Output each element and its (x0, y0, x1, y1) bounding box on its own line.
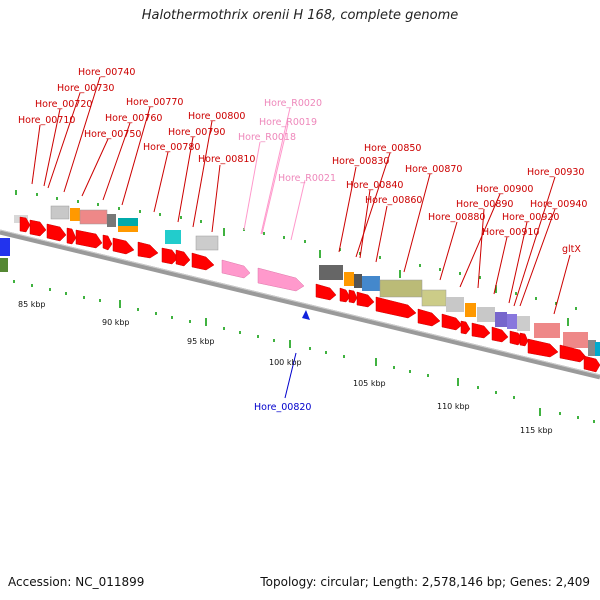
label-hore-00780: Hore_00780 (143, 142, 200, 153)
label-hore-00730: Hore_00730 (57, 83, 114, 94)
gene-labels: Hore_00740 Hore_00730 Hore_00720 Hore_00… (18, 67, 587, 413)
label-hore-00890: Hore_00890 (456, 199, 513, 210)
lower-scale-dots (13, 280, 595, 423)
genome-title: Halothermothrix orenii H 168, complete g… (141, 8, 459, 23)
upper-scale-dots (15, 190, 577, 326)
label-hore-00720: Hore_00720 (35, 99, 92, 110)
label-hore-00760: Hore_00760 (105, 113, 162, 124)
upper-feature-track (14, 205, 600, 356)
label-hore-00870: Hore_00870 (405, 164, 462, 175)
label-hore-00740: Hore_00740 (78, 67, 135, 78)
label-hore-00830: Hore_00830 (332, 156, 389, 167)
label-hore-00930: Hore_00930 (527, 167, 584, 178)
tick-95: 95 kbp (187, 337, 215, 346)
hore-00820-leader (284, 352, 297, 399)
label-hore-r0021: Hore_R0021 (278, 173, 336, 184)
tick-110: 110 kbp (437, 402, 470, 411)
label-hore-00790: Hore_00790 (168, 127, 225, 138)
label-hore-00710: Hore_00710 (18, 115, 75, 126)
label-hore-00840: Hore_00840 (346, 180, 403, 191)
label-hore-00910: Hore_00910 (482, 227, 539, 238)
label-hore-00750: Hore_00750 (84, 129, 141, 140)
label-hore-00880: Hore_00880 (428, 212, 485, 223)
reverse-strand-marker (302, 310, 310, 320)
label-hore-r0018: Hore_R0018 (238, 132, 296, 143)
tick-115: 115 kbp (520, 426, 553, 435)
left-feature-green (0, 258, 8, 272)
label-hore-00940: Hore_00940 (530, 199, 587, 210)
label-hore-00820: Hore_00820 (254, 402, 311, 413)
label-gltx: gltX (562, 244, 581, 255)
label-hore-r0019: Hore_R0019 (259, 117, 317, 128)
accession-label: Accession: NC_011899 (8, 575, 145, 589)
tick-90: 90 kbp (102, 318, 130, 327)
label-hore-00800: Hore_00800 (188, 111, 245, 122)
label-hore-00850: Hore_00850 (364, 143, 421, 154)
rrna-arrows (221, 259, 305, 292)
left-feature-blue (0, 238, 10, 256)
label-hore-00860: Hore_00860 (365, 195, 422, 206)
tick-105: 105 kbp (353, 379, 386, 388)
genome-summary: Topology: circular; Length: 2,578,146 bp… (260, 575, 590, 589)
ruler-tick-labels: 85 kbp 90 kbp 95 kbp 100 kbp 105 kbp 110… (18, 300, 553, 435)
label-hore-r0020: Hore_R0020 (264, 98, 322, 109)
label-hore-00770: Hore_00770 (126, 97, 183, 108)
label-hore-00810: Hore_00810 (198, 154, 255, 165)
leader-lines (31, 76, 571, 315)
tick-85: 85 kbp (18, 300, 46, 309)
label-hore-00900: Hore_00900 (476, 184, 533, 195)
tick-100: 100 kbp (269, 358, 302, 367)
cds-arrows (19, 216, 600, 373)
genome-backbone (0, 229, 600, 380)
label-hore-00920: Hore_00920 (502, 212, 559, 223)
